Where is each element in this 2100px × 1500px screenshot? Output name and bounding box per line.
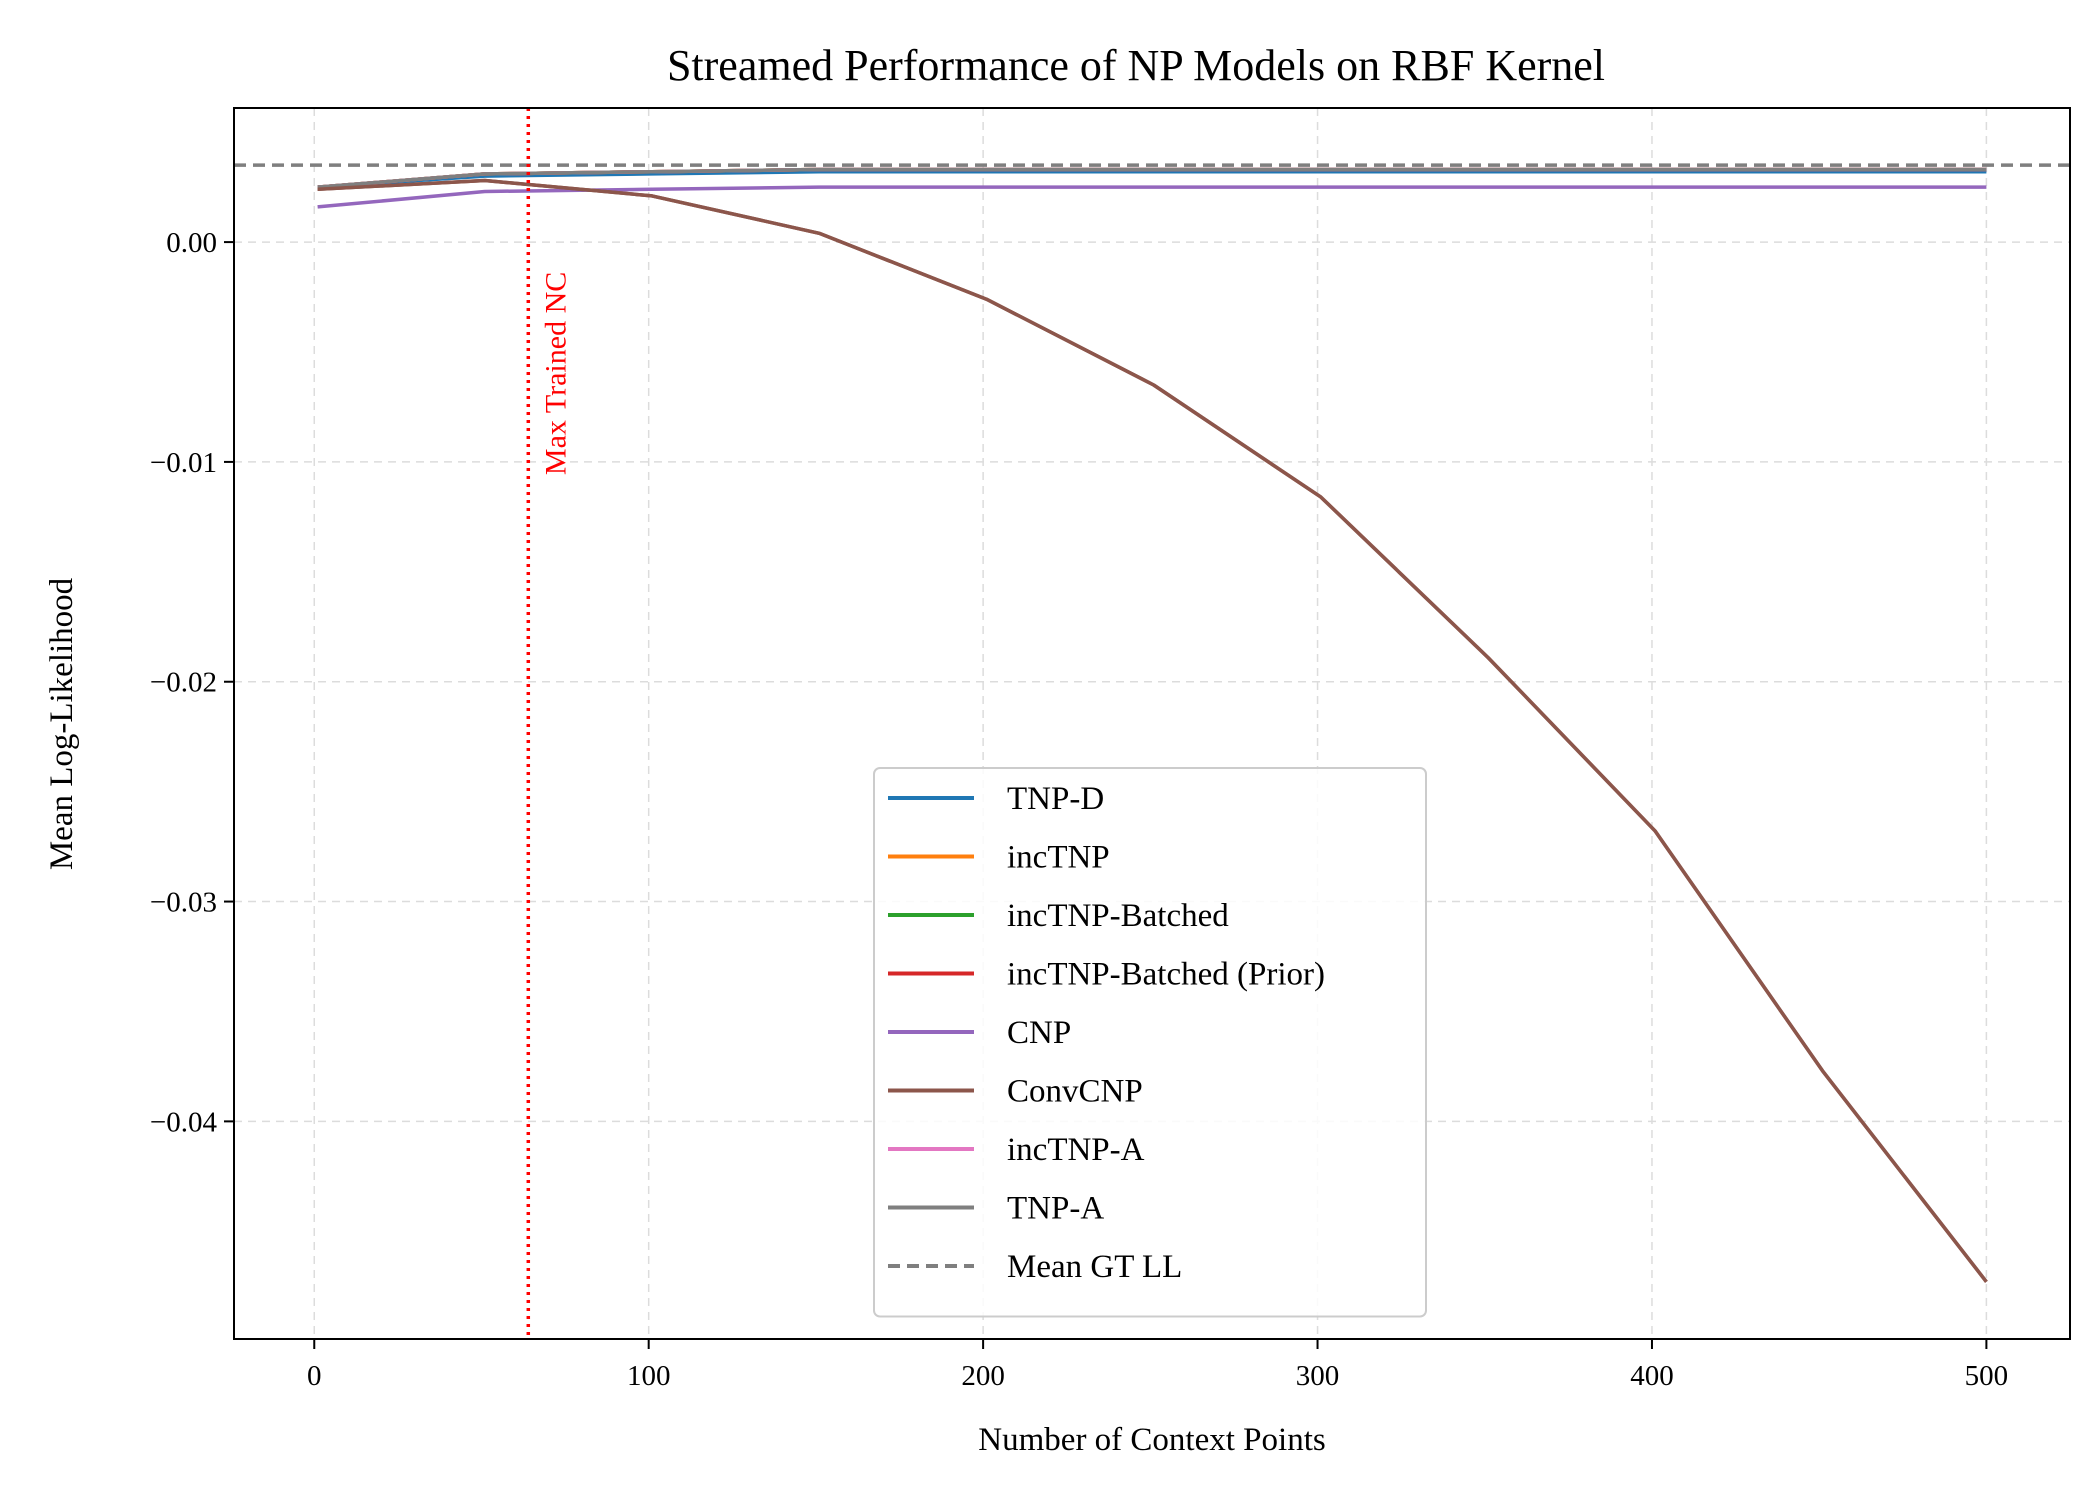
y-axis: 0.00 −0.01 −0.02 −0.03 −0.04 (150, 227, 234, 1138)
legend-label: incTNP (1007, 840, 1110, 876)
plot-lines (234, 108, 2070, 1339)
x-axis: 0 100 200 300 400 500 (307, 1339, 2008, 1392)
legend-label: incTNP-Batched (1007, 898, 1229, 934)
x-tick-label: 300 (1296, 1360, 1340, 1392)
series-line-tnp-d (317, 169, 1987, 189)
x-tick-label: 100 (627, 1360, 671, 1392)
x-tick-label: 200 (961, 1360, 1005, 1392)
legend-label: CNP (1007, 1015, 1071, 1051)
legend-label: TNP-D (1007, 781, 1104, 817)
x-tick-label: 500 (1965, 1360, 2009, 1392)
legend-label: Mean GT LL (1007, 1249, 1182, 1285)
legend-box (873, 767, 1427, 1318)
plot-frame (233, 107, 2071, 1340)
series-line-convcnp-top (317, 178, 1988, 1283)
legend: TNP-D incTNP incTNP-Batched incTNP-Batched … (873, 767, 1427, 1318)
x-tick-label: 0 (307, 1360, 322, 1392)
y-axis-label: Mean Log-Likelihood (44, 577, 80, 870)
y-tick-label: −0.03 (150, 887, 217, 919)
y-tick-label: −0.02 (150, 667, 217, 699)
legend-label: ConvCNP (1007, 1074, 1143, 1110)
legend-label: TNP-A (1007, 1191, 1104, 1227)
y-tick-label: 0.00 (166, 227, 217, 259)
y-tick-label: −0.04 (150, 1106, 218, 1138)
x-tick-label: 400 (1630, 1360, 1674, 1392)
legend-label: incTNP-A (1007, 1132, 1145, 1168)
series-line-tnp-a (317, 167, 1987, 189)
legend-label: incTNP-Batched (Prior) (1007, 957, 1325, 993)
max-trained-nc-label: Max Trained NC (539, 272, 572, 475)
chart-title: Streamed Performance of NP Models on RBF… (667, 41, 1605, 90)
x-axis-label: Number of Context Points (978, 1422, 1325, 1458)
y-tick-label: −0.01 (150, 447, 217, 479)
